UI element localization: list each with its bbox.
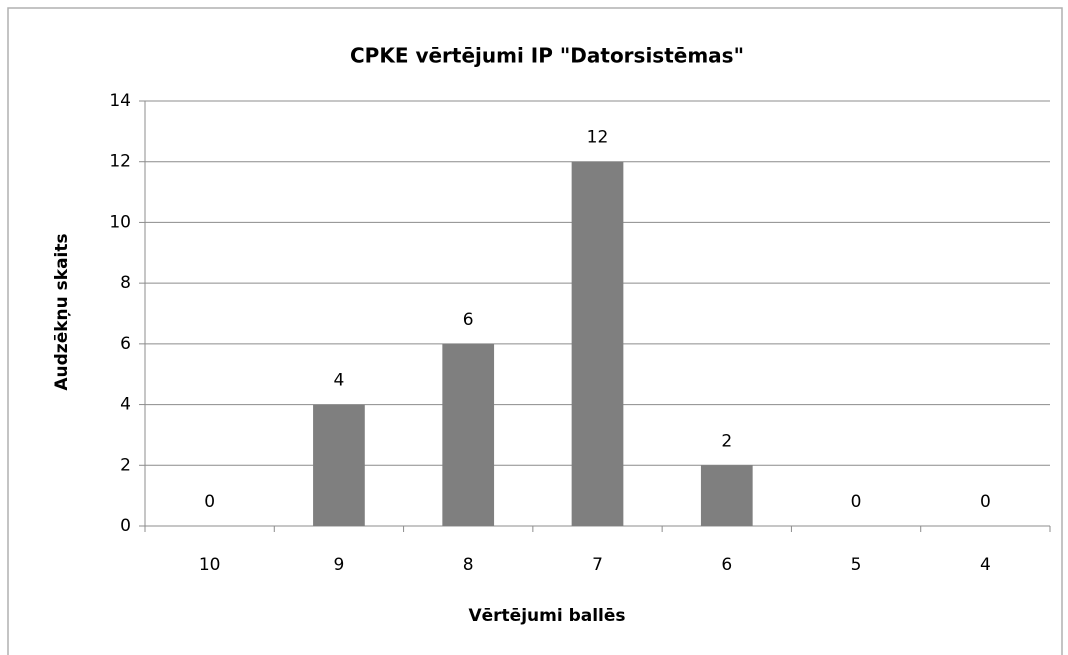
y-axis-title: Audzēkņu skaits (52, 233, 72, 390)
y-tick-label: 2 (120, 455, 131, 475)
data-label: 0 (204, 492, 215, 512)
y-tick-label: 0 (120, 516, 131, 536)
x-tick-label: 4 (980, 555, 991, 575)
chart-border (7, 7, 1063, 655)
x-tick-label: 8 (463, 555, 474, 575)
x-tick-label: 5 (851, 555, 862, 575)
chart-title: CPKE vērtējumi IP "Datorsistēmas" (350, 44, 744, 68)
bar (571, 161, 624, 526)
y-tick-label: 8 (120, 273, 131, 293)
data-label: 0 (980, 492, 991, 512)
x-axis-title: Vērtējumi ballēs (468, 606, 625, 626)
data-label: 0 (851, 492, 862, 512)
x-tick-label: 10 (199, 555, 221, 575)
data-label: 6 (463, 310, 474, 330)
y-tick-label: 14 (109, 91, 131, 111)
data-label: 2 (721, 431, 732, 451)
y-tick-label: 4 (120, 395, 131, 415)
x-tick-label: 6 (721, 555, 732, 575)
y-tick-label: 10 (109, 212, 131, 232)
y-tick-label: 6 (120, 334, 131, 354)
x-tick-label: 9 (334, 555, 345, 575)
bar (313, 404, 365, 526)
data-label: 4 (334, 371, 345, 391)
data-label: 12 (587, 128, 609, 148)
x-tick-label: 7 (592, 555, 603, 575)
y-tick-label: 12 (109, 152, 131, 172)
bar (442, 343, 495, 526)
bar (700, 465, 753, 526)
